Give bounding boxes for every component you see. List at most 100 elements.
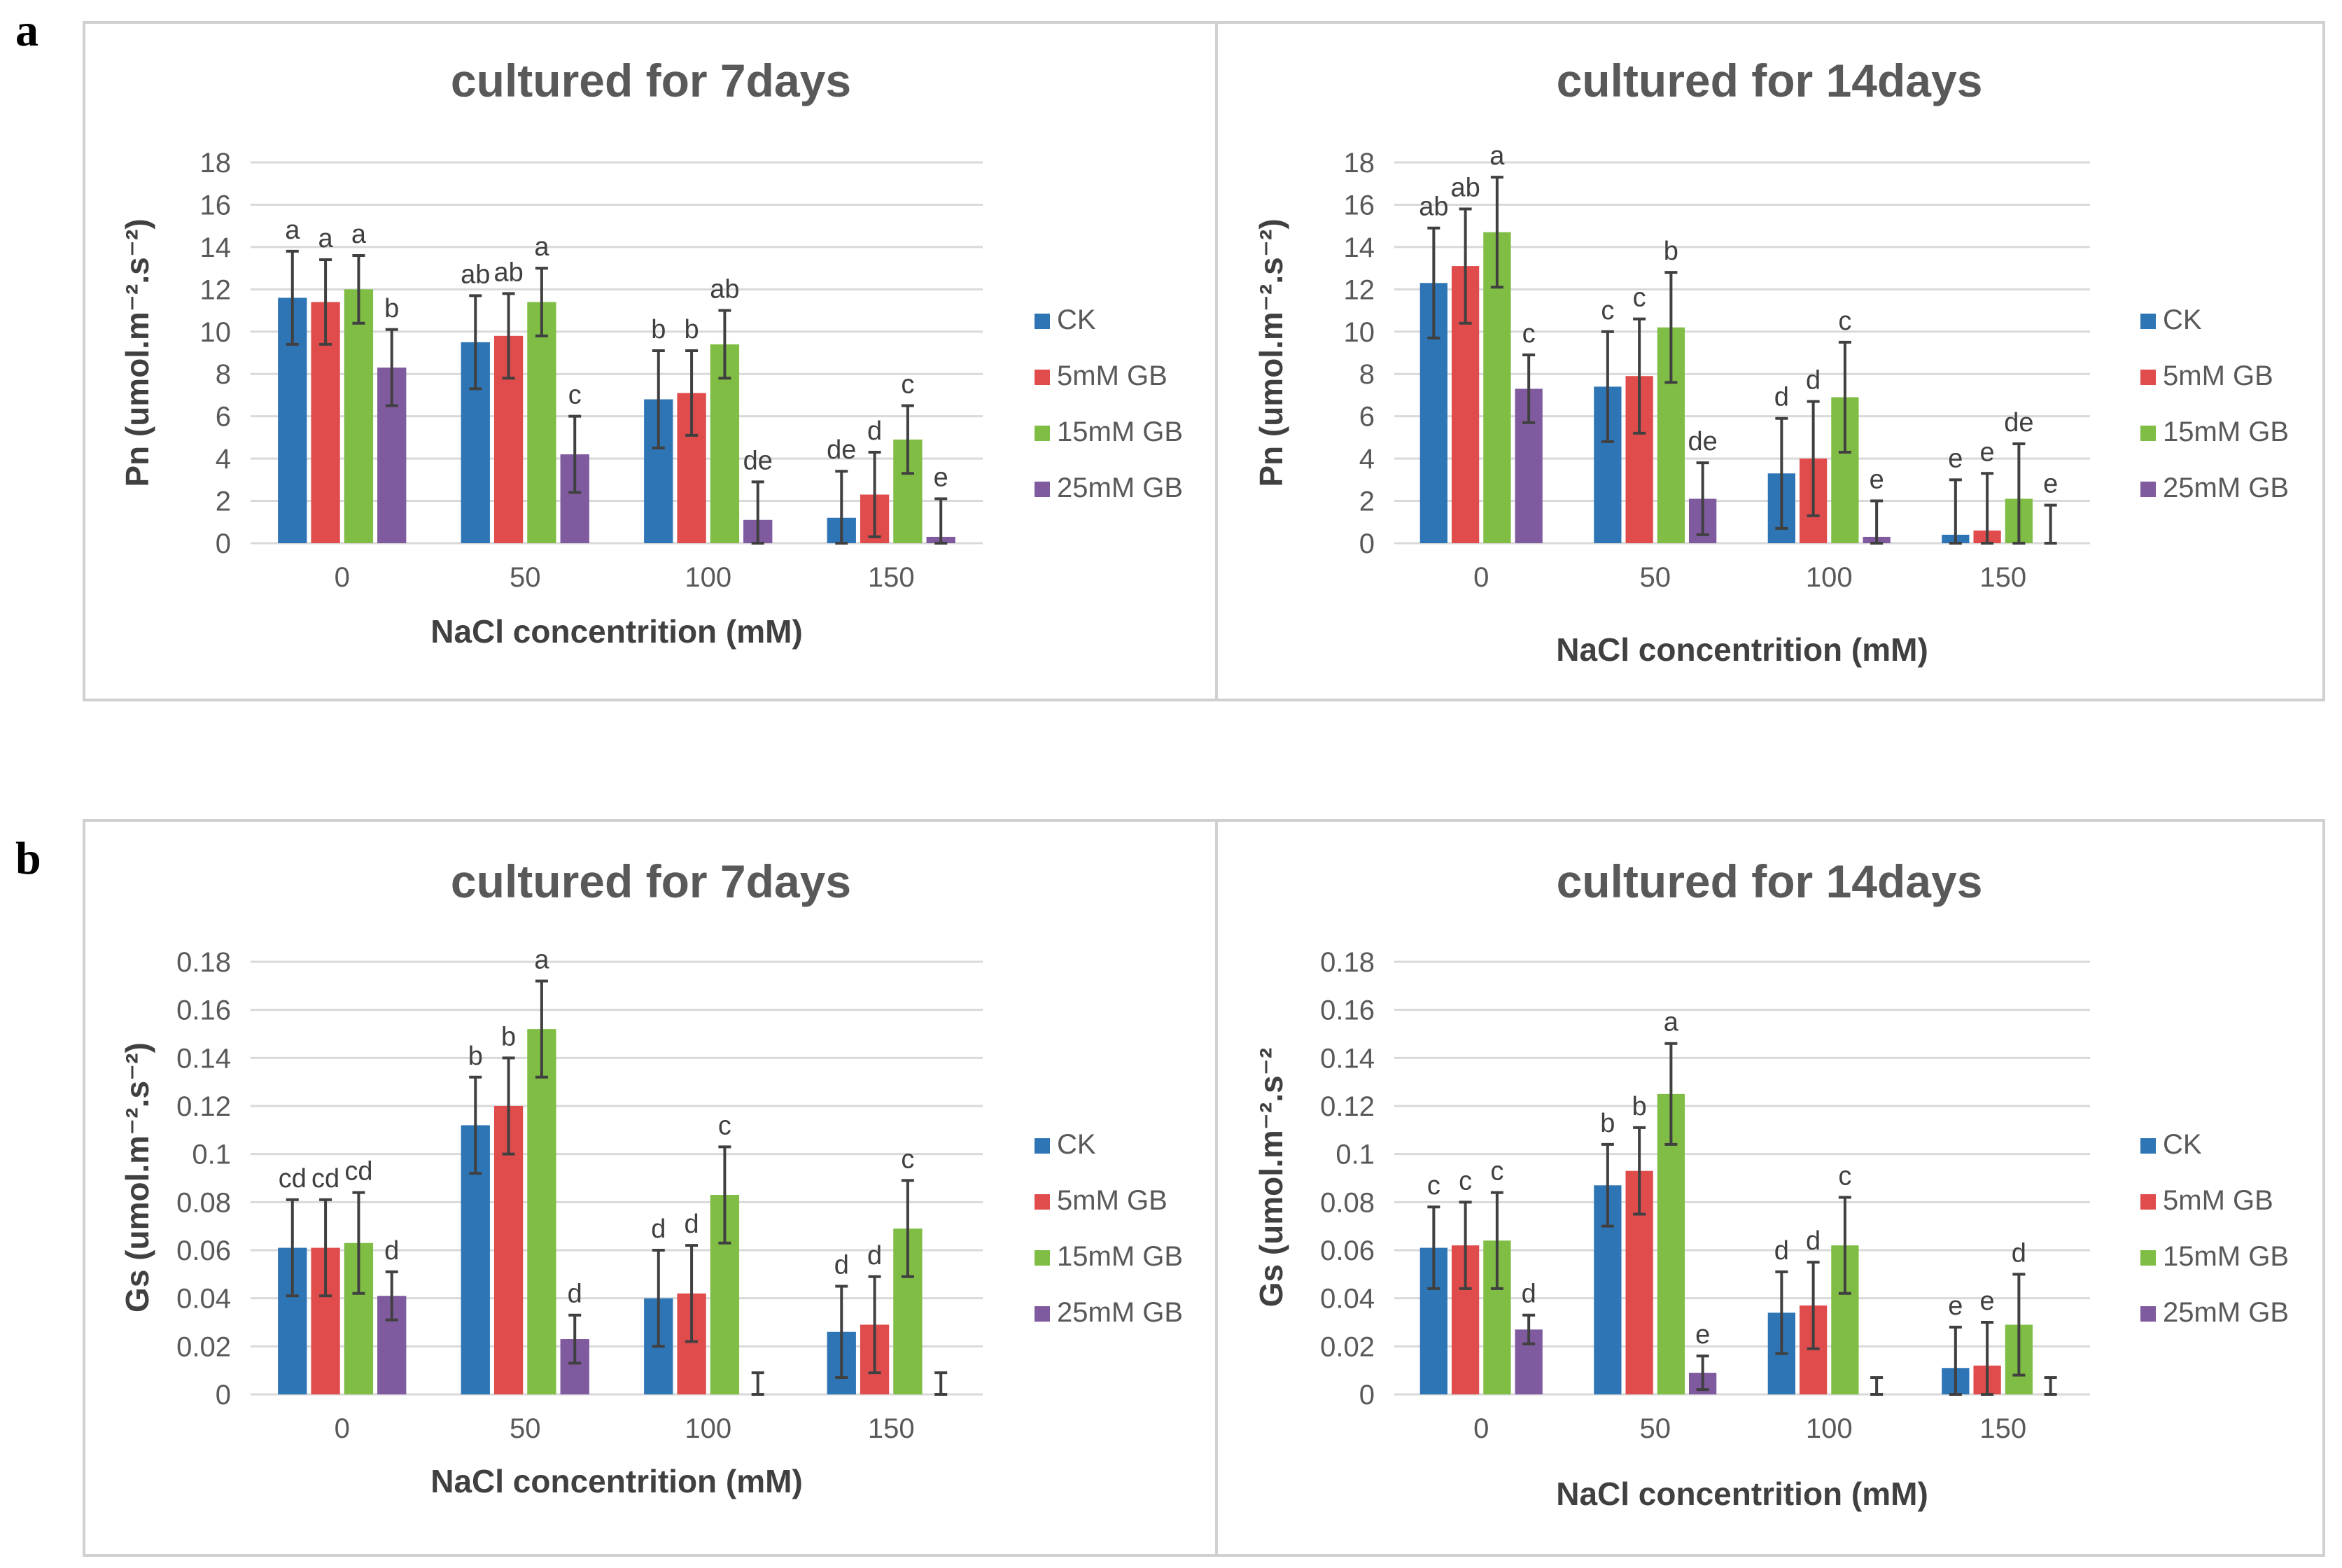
- chart-gs-7days: cultured for 7days 0 0.02 0.04 0.06 0.08 0.1 0.…: [119, 855, 1183, 1499]
- chart-pn-14days: cultured for 14days 0 2 4 6 8 10 12 14 16 18 Pn (um…: [1253, 55, 2289, 668]
- x-axis-title: NaCl concentrition (mM): [430, 1463, 803, 1499]
- y-tick-label: 0.14: [176, 1043, 231, 1074]
- significance-label: e: [934, 463, 948, 493]
- significance-label: c: [901, 370, 914, 400]
- significance-label: c: [1522, 319, 1536, 349]
- legend-swatch: [2140, 482, 2156, 497]
- significance-label: d: [867, 1241, 882, 1270]
- significance-label: e: [1948, 1292, 1963, 1321]
- y-tick-label: 0.18: [176, 947, 231, 978]
- error-bar: [1633, 317, 1646, 435]
- error-bar: [2012, 442, 2026, 545]
- significance-label: d: [1774, 383, 1789, 412]
- significance-label: b: [651, 315, 666, 344]
- significance-label: ab: [1450, 173, 1480, 202]
- error-bar: [751, 1371, 764, 1396]
- y-tick-label: 0: [216, 1380, 231, 1410]
- y-tick-label: 0.02: [176, 1331, 231, 1362]
- error-bar: [718, 1145, 731, 1245]
- bar: [527, 302, 556, 543]
- y-tick-label: 14: [1344, 232, 1375, 263]
- legend-label: 25mM GB: [2163, 1297, 2289, 1328]
- error-bar: [568, 1313, 582, 1365]
- error-bar: [568, 414, 582, 494]
- y-tick-label: 12: [1344, 274, 1375, 305]
- error-bar: [1522, 354, 1536, 424]
- error-bar: [352, 1191, 365, 1295]
- significance-label: c: [901, 1144, 914, 1174]
- error-bar: [1427, 226, 1440, 340]
- y-tick-label: 0.06: [1320, 1236, 1375, 1266]
- y-tick-label: 0.14: [1320, 1043, 1375, 1074]
- error-bar: [1981, 472, 1994, 545]
- error-bar: [934, 1371, 948, 1396]
- error-bar: [1601, 1142, 1614, 1228]
- y-tick-label: 0.1: [192, 1140, 231, 1170]
- error-bar: [1664, 271, 1678, 384]
- significance-label: d: [568, 1280, 582, 1309]
- significance-label: e: [2043, 470, 2058, 499]
- significance-label: a: [534, 232, 549, 262]
- significance-label: a: [318, 224, 334, 253]
- error-bar: [286, 1198, 299, 1298]
- error-bar: [469, 1075, 482, 1175]
- y-tick-label: 2: [1359, 486, 1375, 517]
- significance-label: c: [1601, 296, 1614, 326]
- legend-label: 25mM GB: [2163, 472, 2289, 503]
- significance-label: a: [285, 216, 300, 245]
- y-tick-label: 8: [1359, 359, 1375, 390]
- chart-gs-14days: cultured for 14days 0 0.02 0.04 0.06 0.08 0.1 0…: [1253, 855, 2289, 1512]
- x-tick-label: 100: [1806, 1413, 1853, 1444]
- y-tick-label: 0.1: [1335, 1140, 1375, 1170]
- bar: [527, 1029, 556, 1394]
- legend-swatch: [2140, 1250, 2156, 1266]
- panel-a-frame: [83, 21, 2325, 701]
- y-tick-label: 4: [1359, 444, 1375, 475]
- x-tick-label: 150: [1979, 1413, 2026, 1444]
- legend-swatch: [1035, 1194, 1050, 1210]
- y-tick-label: 8: [216, 359, 231, 390]
- significance-label: b: [685, 315, 699, 344]
- significance-label: e: [1870, 465, 1884, 495]
- error-bar: [835, 1284, 848, 1379]
- error-bar: [1807, 1261, 1820, 1350]
- error-bar: [1664, 1042, 1678, 1146]
- y-tick-label: 6: [216, 402, 231, 433]
- chart-title: cultured for 7days: [451, 55, 851, 106]
- significance-label: c: [568, 381, 582, 410]
- significance-label: cd: [344, 1157, 372, 1186]
- error-bar: [652, 1249, 665, 1348]
- significance-label: c: [1490, 1157, 1503, 1186]
- error-bar: [1838, 340, 1851, 454]
- y-tick-label: 0.12: [1320, 1091, 1375, 1122]
- error-bar: [934, 497, 948, 545]
- significance-label: de: [827, 435, 856, 465]
- significance-label: d: [651, 1214, 666, 1244]
- panel-b-frame: [83, 819, 2325, 1557]
- y-tick-label: 12: [200, 274, 232, 305]
- y-tick-label: 10: [1344, 317, 1375, 348]
- significance-label: de: [743, 446, 773, 475]
- significance-label: a: [534, 945, 549, 974]
- error-bar: [535, 267, 548, 337]
- legend-label: 5mM GB: [2163, 360, 2273, 391]
- y-tick-label: 14: [200, 232, 232, 263]
- legend-label: 25mM GB: [1057, 472, 1183, 503]
- significance-label: de: [2004, 408, 2033, 438]
- significance-label: a: [1489, 141, 1505, 171]
- legend-swatch: [1035, 1250, 1050, 1266]
- legend-swatch: [2140, 1194, 2156, 1210]
- significance-label: d: [834, 1251, 849, 1280]
- error-bar: [1870, 1376, 1884, 1396]
- error-bar: [502, 292, 515, 380]
- error-bar: [1949, 478, 1962, 545]
- error-bar: [1490, 1191, 1503, 1290]
- panel-label-a: a: [15, 5, 38, 56]
- significance-label: a: [1664, 1008, 1679, 1037]
- error-bar: [1775, 416, 1788, 530]
- legend-swatch: [1035, 1138, 1050, 1154]
- y-tick-label: 0: [1359, 528, 1375, 559]
- significance-label: d: [2012, 1238, 2026, 1268]
- error-bar: [1459, 207, 1472, 325]
